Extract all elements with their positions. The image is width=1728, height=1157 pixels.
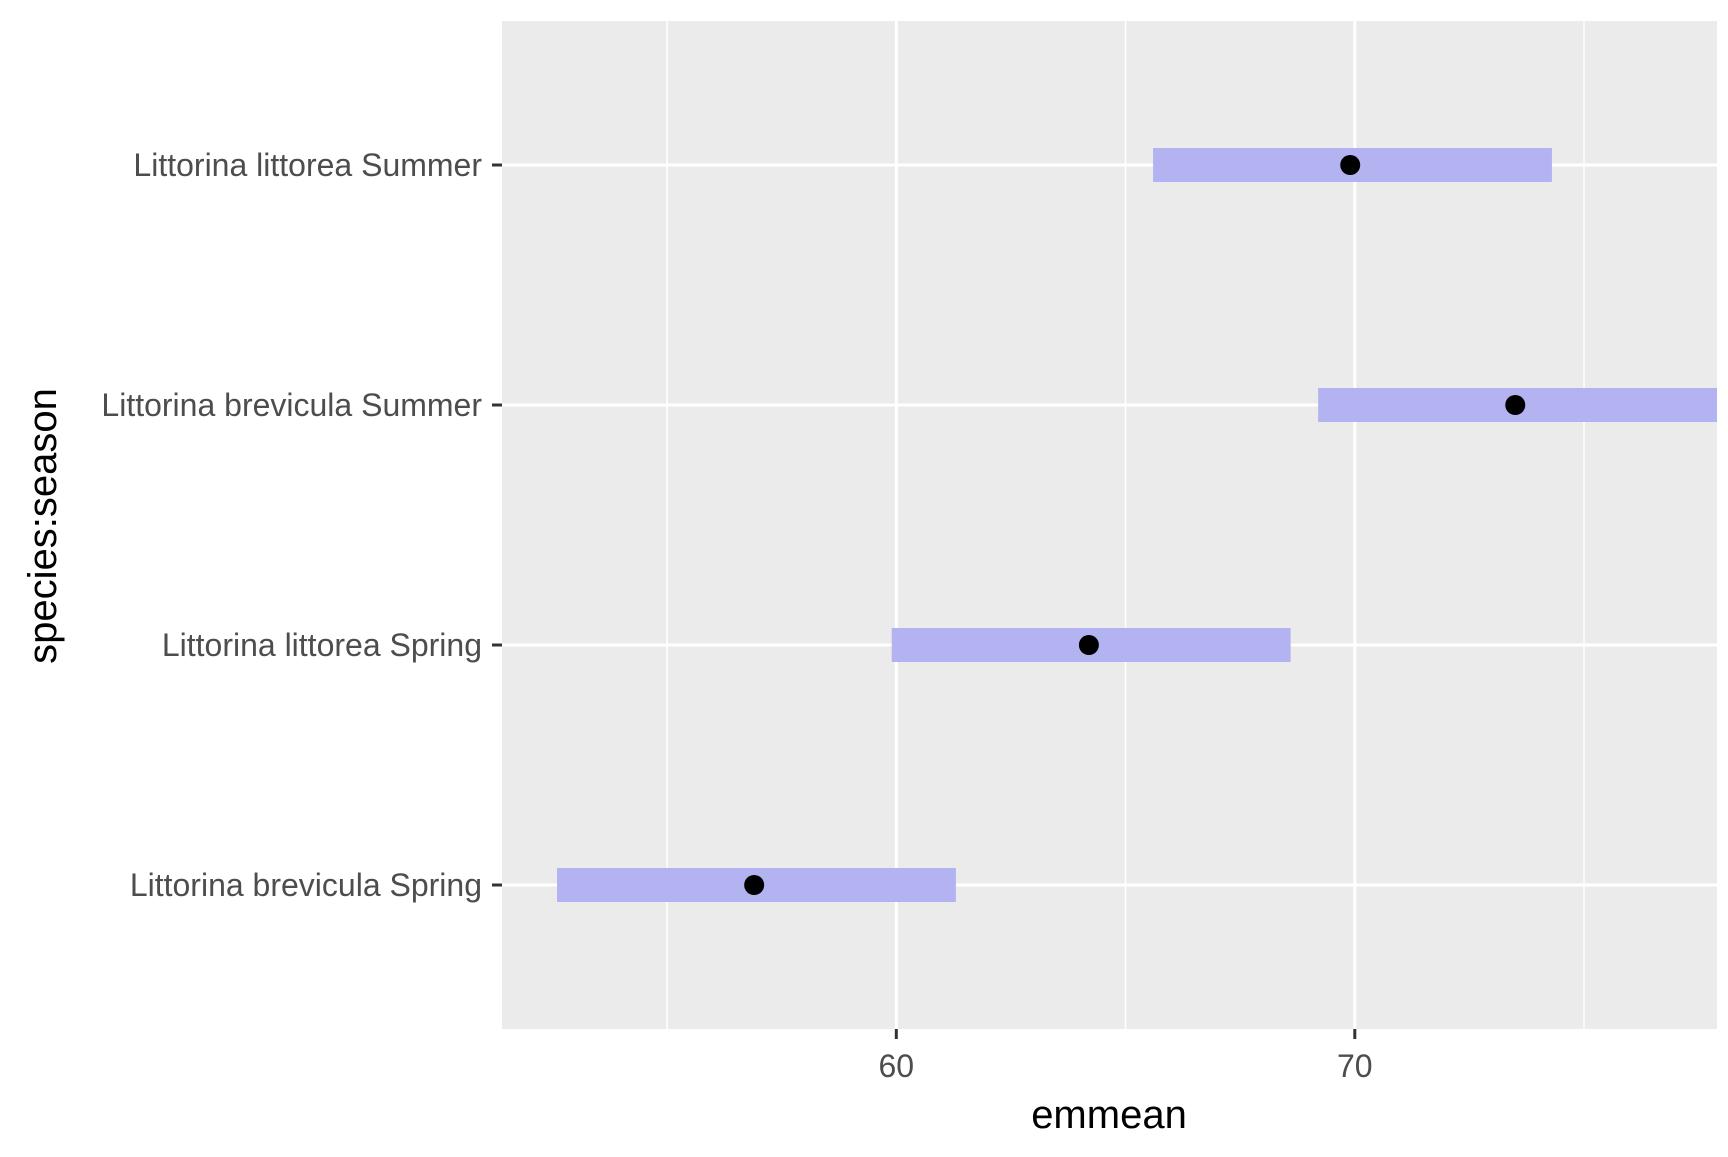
y-tick-label: Littorina brevicula Spring	[130, 867, 482, 903]
x-tick-label: 70	[1337, 1048, 1373, 1084]
estimate-points	[744, 155, 1526, 895]
y-tick-label: Littorina littorea Summer	[133, 147, 482, 183]
emmean-point	[1505, 395, 1526, 415]
x-axis: 60 70	[879, 1029, 1373, 1084]
emmean-point	[744, 875, 765, 895]
emmean-point	[1340, 155, 1361, 175]
emmean-point	[1078, 635, 1099, 655]
panel-background	[502, 21, 1717, 1029]
y-axis-title: species:season	[21, 388, 65, 664]
x-tick-label: 60	[879, 1048, 915, 1084]
y-tick-label: Littorina littorea Spring	[162, 627, 482, 663]
x-axis-title: emmean	[1031, 1093, 1187, 1137]
y-tick-label: Littorina brevicula Summer	[101, 387, 482, 423]
y-axis: Littorina brevicula Spring Littorina litt…	[101, 147, 502, 903]
grid-lines	[502, 21, 1717, 1029]
